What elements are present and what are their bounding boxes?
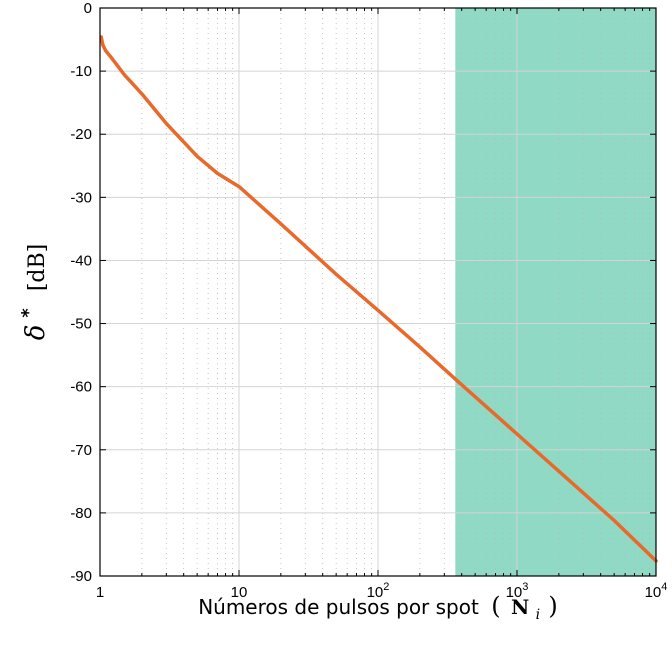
x-tick-label: 10 xyxy=(231,584,248,601)
y-axis-label: δ * [dB] xyxy=(15,244,51,341)
y-tick-label: -40 xyxy=(70,252,92,269)
y-tick-label: -70 xyxy=(70,442,92,459)
y-tick-label: -90 xyxy=(70,568,92,585)
series-line xyxy=(99,35,658,563)
x-tick-label-exponent: 2 xyxy=(383,581,389,593)
y-tick-label: -80 xyxy=(70,505,92,522)
x-axis-label-subscript: i xyxy=(536,607,540,623)
y-tick-label: -30 xyxy=(70,189,92,206)
x-axis-label: Números de pulsos por spot ( N i ) xyxy=(198,592,558,624)
x-tick-label: 104 xyxy=(645,581,668,601)
x-tick-label-base: 10 xyxy=(231,584,248,601)
y-tick-label: -20 xyxy=(70,126,92,143)
y-tick-label: 0 xyxy=(84,0,92,17)
shaded-region xyxy=(455,8,656,576)
x-tick-label-base: 10 xyxy=(506,584,523,601)
y-tick-label: -50 xyxy=(70,316,92,333)
x-tick-label-exponent: 4 xyxy=(661,581,667,593)
x-tick-label: 102 xyxy=(367,581,390,601)
y-tick-label: -10 xyxy=(70,63,92,80)
y-axis-label-symbol: δ xyxy=(21,325,51,341)
shaded-region-layer xyxy=(455,8,656,576)
x-tick-label-exponent: 3 xyxy=(522,581,528,593)
y-axis-label-superscript: * xyxy=(18,308,39,318)
x-tick-label-base: 10 xyxy=(645,584,662,601)
x-tick-label-base: 10 xyxy=(367,584,384,601)
x-tick-label: 1 xyxy=(96,584,104,601)
x-tick-label: 103 xyxy=(506,581,529,601)
x-axis-label-text: Números de pulsos por spot xyxy=(198,595,479,619)
tick-layer xyxy=(99,7,657,577)
y-tick-label: -60 xyxy=(70,379,92,396)
x-tick-label-base: 1 xyxy=(96,584,104,601)
x-axis-label-close-paren: ) xyxy=(548,592,557,620)
series-layer xyxy=(99,35,658,563)
y-axis-label-unit: [dB] xyxy=(25,244,50,291)
x-axis-label-symbol: N xyxy=(511,595,529,619)
x-axis-label-open-paren: ( xyxy=(491,592,500,620)
